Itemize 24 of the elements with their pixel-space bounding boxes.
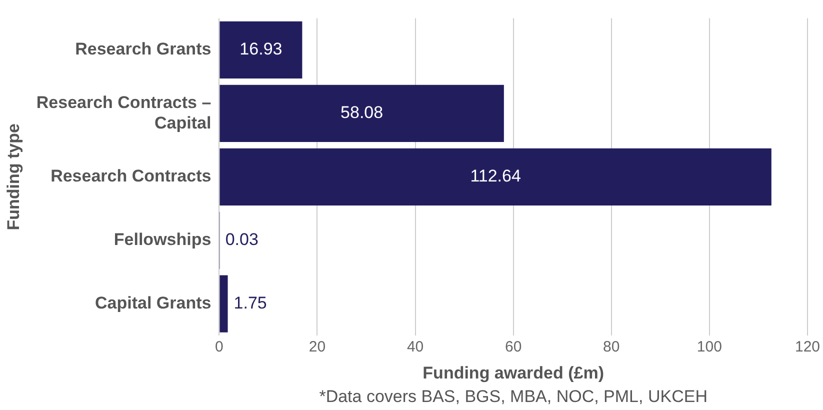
y-axis-title: Funding type: [4, 124, 23, 230]
data-label: 58.08: [340, 103, 384, 122]
y-tick-label: Research Grants: [75, 40, 212, 59]
x-tick-label: 40: [406, 338, 424, 356]
y-tick-label: Capital Grants: [94, 294, 212, 313]
x-tick-label: 120: [794, 338, 820, 356]
x-axis-title: Funding awarded (£m): [422, 363, 604, 382]
bar: [220, 275, 228, 332]
x-tick-label: 0: [215, 338, 224, 356]
x-tick-label: 20: [308, 338, 326, 356]
data-label: 0.03: [225, 230, 258, 250]
y-tick-label: Fellowships: [114, 230, 212, 250]
bar: [220, 148, 772, 206]
data-label: 1.75: [234, 294, 267, 313]
data-label: 16.93: [240, 40, 282, 59]
bar: [220, 84, 504, 142]
x-tick-label: 100: [696, 338, 722, 356]
y-tick-label: Research Contracts: [50, 166, 212, 186]
y-tick-label: Research Contracts – Capital: [36, 92, 212, 132]
data-label: 112.64: [470, 166, 521, 186]
bar: [220, 21, 302, 79]
x-tick-label: 60: [505, 338, 522, 356]
x-tick-label: 80: [603, 338, 620, 356]
text: *Data covers BAS, BGS, MBA, NOC, PML, UKCEH: [319, 387, 708, 406]
